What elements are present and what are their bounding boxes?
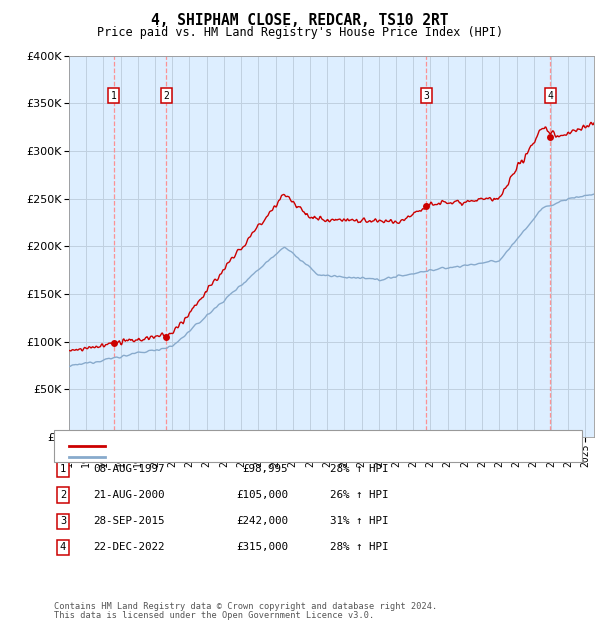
Text: 3: 3 — [423, 91, 429, 101]
Text: Price paid vs. HM Land Registry's House Price Index (HPI): Price paid vs. HM Land Registry's House … — [97, 26, 503, 38]
Text: 4: 4 — [60, 542, 66, 552]
Text: 4, SHIPHAM CLOSE, REDCAR, TS10 2RT: 4, SHIPHAM CLOSE, REDCAR, TS10 2RT — [151, 13, 449, 28]
Text: 3: 3 — [60, 516, 66, 526]
Text: 28% ↑ HPI: 28% ↑ HPI — [330, 464, 389, 474]
Text: 2: 2 — [163, 91, 169, 101]
Text: 4, SHIPHAM CLOSE, REDCAR, TS10 2RT (detached house): 4, SHIPHAM CLOSE, REDCAR, TS10 2RT (deta… — [111, 441, 443, 451]
Text: Contains HM Land Registry data © Crown copyright and database right 2024.: Contains HM Land Registry data © Crown c… — [54, 602, 437, 611]
Text: 28-SEP-2015: 28-SEP-2015 — [93, 516, 164, 526]
Text: 22-DEC-2022: 22-DEC-2022 — [93, 542, 164, 552]
Text: £105,000: £105,000 — [236, 490, 288, 500]
Text: £315,000: £315,000 — [236, 542, 288, 552]
Text: 2: 2 — [60, 490, 66, 500]
Text: 28% ↑ HPI: 28% ↑ HPI — [330, 542, 389, 552]
Text: 21-AUG-2000: 21-AUG-2000 — [93, 490, 164, 500]
Text: HPI: Average price, detached house, Redcar and Cleveland: HPI: Average price, detached house, Redc… — [111, 452, 475, 462]
Text: 1: 1 — [111, 91, 116, 101]
Text: 26% ↑ HPI: 26% ↑ HPI — [330, 490, 389, 500]
Text: 08-AUG-1997: 08-AUG-1997 — [93, 464, 164, 474]
Text: 1: 1 — [60, 464, 66, 474]
Text: This data is licensed under the Open Government Licence v3.0.: This data is licensed under the Open Gov… — [54, 611, 374, 619]
Text: £242,000: £242,000 — [236, 516, 288, 526]
Text: 4: 4 — [548, 91, 553, 101]
Text: 31% ↑ HPI: 31% ↑ HPI — [330, 516, 389, 526]
Text: £98,995: £98,995 — [242, 464, 288, 474]
